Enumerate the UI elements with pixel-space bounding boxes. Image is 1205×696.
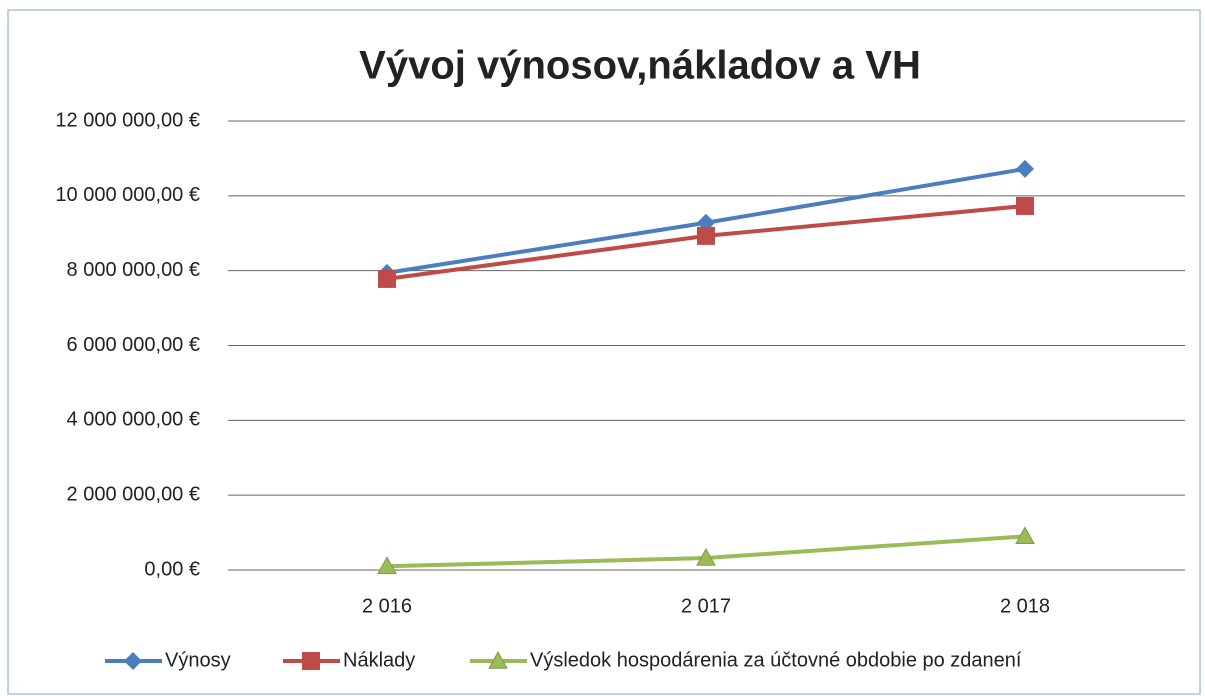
marker <box>302 652 320 670</box>
marker <box>1015 526 1035 545</box>
y-tick-label: 12 000 000,00 € <box>55 109 200 131</box>
y-tick-label: 0,00 € <box>144 558 200 580</box>
chart-frame <box>7 9 1201 695</box>
marker <box>697 226 715 245</box>
legend-label: Náklady <box>343 649 415 671</box>
y-tick-label: 8 000 000,00 € <box>67 259 200 281</box>
y-tick-label: 10 000 000,00 € <box>55 184 200 206</box>
x-tick-label: 2 018 <box>1000 595 1050 617</box>
marker <box>1016 196 1034 215</box>
x-tick-label: 2 016 <box>362 595 412 617</box>
marker <box>488 650 508 669</box>
marker <box>124 652 142 670</box>
y-tick-label: 2 000 000,00 € <box>67 483 200 505</box>
marker <box>1016 159 1034 178</box>
marker <box>696 547 716 566</box>
legend-label: Výnosy <box>165 649 231 671</box>
marker <box>378 269 396 288</box>
chart-title: Vývoj výnosov,nákladov a VH <box>359 44 921 88</box>
legend-label: Výsledok hospodárenia za účtovné obdobie… <box>530 649 1022 671</box>
y-tick-label: 6 000 000,00 € <box>67 334 200 356</box>
y-tick-label: 4 000 000,00 € <box>67 409 200 431</box>
marker <box>377 556 397 574</box>
x-tick-label: 2 017 <box>681 595 731 617</box>
